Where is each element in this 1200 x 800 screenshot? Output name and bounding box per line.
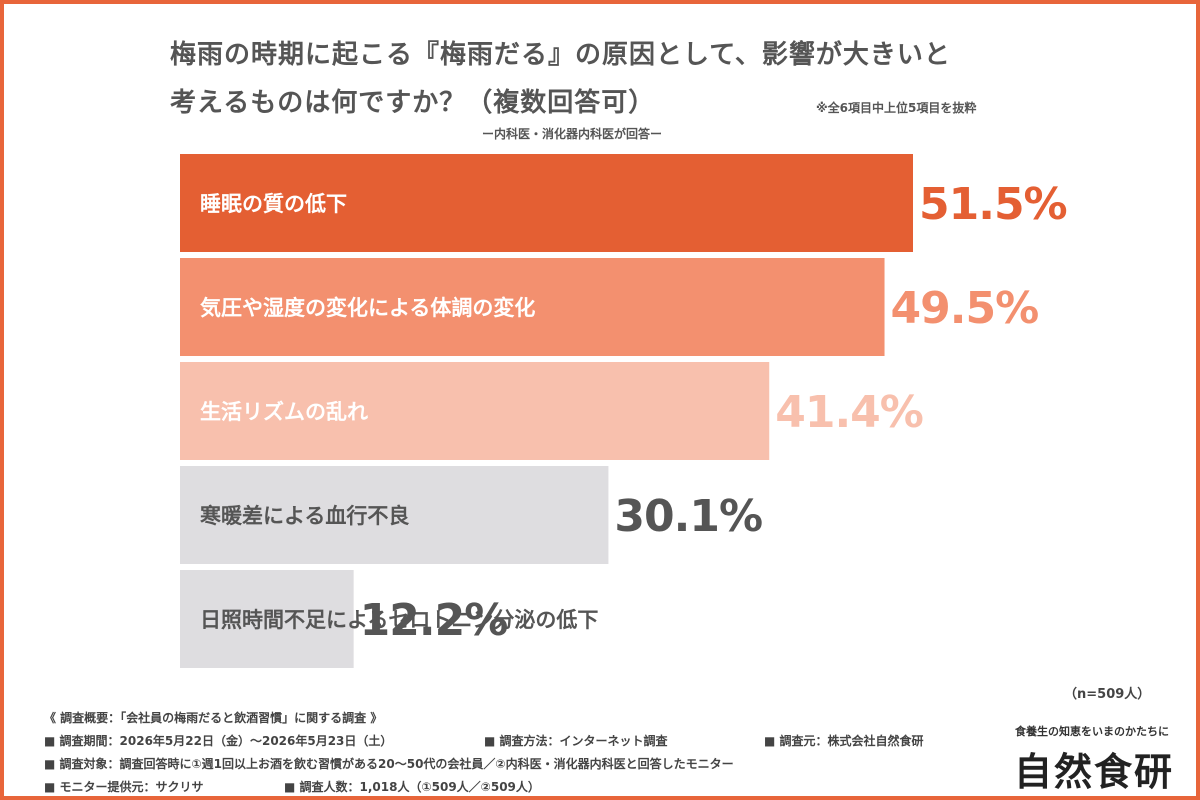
bar-label-3: 生活リズムの乱れ [200,400,368,424]
survey-count: ■ 調査人数：1,018人（①509人／②509人） [284,780,540,794]
bar-2 [180,258,885,356]
value-label-2: 49.5% [891,283,1039,334]
value-label-5: 12.2% [360,595,508,646]
bar-1 [180,154,913,252]
brand-tagline: 食養生の知恵をいまのかたちに [1015,725,1169,738]
chart-title-line-2: 考えるものは何ですか？（複数回答可） [170,88,656,118]
bar-label-1: 睡眠の質の低下 [200,192,347,216]
chart-note: ※全6項目中上位5項目を抜粋 [816,101,977,115]
survey-source: ■ 調査元：株式会社自然食研 [764,734,924,748]
bar-chart: 睡眠の質の低下 51.5% 気圧や湿度の変化による体調の変化 49.5% 生活リズムの乱… [180,154,1068,668]
survey-period: ■ 調査期間：2026年5月22日（金）〜2026年5月23日（土） [44,734,393,748]
bar-5 [180,570,354,668]
sample-size: （n=509人） [1064,687,1151,702]
chart-subtitle: ー内科医・消化器内科医が回答ー [482,127,663,141]
survey-method: ■ 調査方法：インターネット調査 [484,734,668,748]
survey-title: 《 調査概要：「会社員の梅雨だると飲酒習慣」に関する調査 》 [44,711,383,725]
bar-label-4: 寒暖差による血行不良 [200,504,409,528]
bar-label-2: 気圧や湿度の変化による体調の変化 [200,296,535,320]
bar-3 [180,362,770,460]
value-label-4: 30.1% [614,491,762,542]
value-label-3: 41.4% [775,387,923,438]
monitor-provider: ■ モニター提供元：サクリサ [44,780,204,794]
value-label-1: 51.5% [919,179,1067,230]
chart-title-line-1: 梅雨の時期に起こる『梅雨だる』の原因として、影響が大きいと [170,40,951,70]
bar-label-5: 日照時間不足によるセロトニン分泌の低下 [200,608,598,632]
survey-target: ■ 調査対象：調査回答時に①週1回以上お酒を飲む習慣がある20〜50代の会社員／… [44,757,734,771]
brand-logo: 自然食研 [1014,749,1175,794]
bar-4 [180,466,609,564]
